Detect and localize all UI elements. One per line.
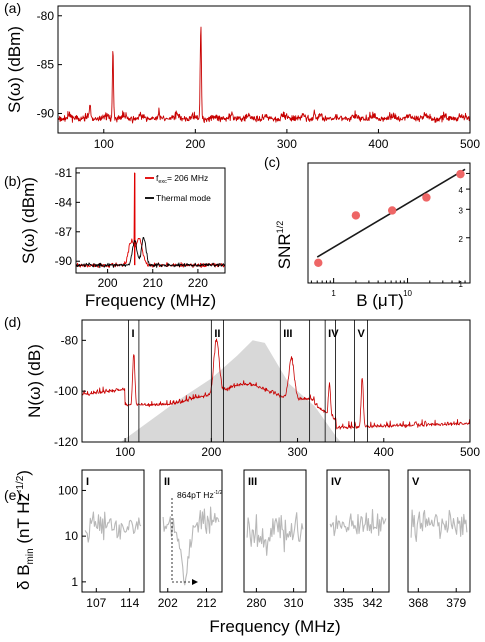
panel-b-ytick-label: -87 (55, 225, 73, 239)
panel-e-trace-IV (329, 508, 387, 537)
panel-b-red-trace (75, 172, 225, 269)
panel-a-ylabel: S(ω) (dBm) (5, 26, 24, 113)
panel-e-ytick-label: 1 (71, 575, 78, 589)
panel-a-xtick-label: 500 (460, 137, 480, 151)
panel-d-xtick-label: 300 (288, 445, 308, 459)
panel-d-label: (d) (4, 314, 21, 330)
panel-d-frame (81, 319, 471, 443)
panel-d-region-label: IV (328, 328, 339, 340)
panel-a-xtick-label: 200 (185, 137, 205, 151)
panel-d-region-label: III (283, 328, 292, 340)
panel-c-xlabel: B (μT) (356, 291, 404, 310)
panel-e-trace-III (246, 512, 304, 556)
panel-e-xlabel: Frequency (MHz) (209, 617, 340, 636)
panel-e-xtick-label: 212 (196, 596, 216, 610)
panel-e-subpanel-label: I (86, 476, 89, 488)
panel-c-label: (c) (264, 154, 280, 170)
panel-d-region-label: I (132, 328, 135, 340)
panel-e-frame-I (81, 469, 145, 593)
panel-c-point (351, 211, 361, 220)
panel-e-subpanel-label: II (164, 476, 170, 488)
panel-a-xtick-label: 300 (277, 137, 297, 151)
panel-d-envelope (120, 340, 341, 442)
panel-c-ytick-label: 1 (459, 280, 464, 289)
panel-e-subpanel-label: IV (331, 476, 342, 488)
panel-e-trace-V (410, 509, 468, 542)
panel-e-xtick-label: 280 (246, 596, 266, 610)
panel-d-region-label: V (357, 328, 365, 340)
panel-d-ylabel: N(ω) (dB) (25, 344, 44, 418)
panel-c-xtick-label: 10 (403, 289, 412, 298)
panel-c-ylabel: SNR1/2 (275, 221, 294, 269)
panel-b-ytick-label: -84 (55, 195, 73, 209)
panel-b-legend-red-label: fexc= 206 MHz (156, 173, 208, 185)
panel-a-label: (a) (4, 0, 21, 16)
panel-e-subpanel-label: III (248, 476, 257, 488)
panel-b-ytick-label: -90 (55, 254, 73, 268)
panel-e-frame-III (243, 469, 307, 593)
panel-c-point (456, 169, 465, 179)
panel-e-ylabel: δ Bmin (nT Hz-1/2) (14, 470, 36, 590)
panel-a-frame (57, 5, 471, 134)
panel-b-frame (75, 167, 226, 274)
panel-b-xtick-label: 220 (188, 276, 208, 290)
panel-a-trace (57, 26, 471, 124)
panel-c-ytick-label: 3 (459, 206, 464, 215)
panel-d-xtick-label: 500 (460, 445, 480, 459)
panel-b-xtick-label: 210 (143, 276, 163, 290)
panel-c-point (314, 258, 323, 268)
panel-e-xtick-label: 310 (284, 596, 304, 610)
panel-a-ytick-label: -80 (37, 9, 55, 23)
panel-c-ytick-label: 2 (459, 235, 464, 244)
panel-d-ytick-label: -80 (61, 333, 79, 347)
panel-e-ytick-label: 10 (65, 529, 79, 543)
panel-e-label: (e) (4, 487, 21, 503)
panel-e-subpanel-label: V (412, 476, 420, 488)
panel-e-frame-V (407, 469, 471, 593)
panel-d-region-label: II (214, 328, 220, 340)
panel-c-point (387, 206, 397, 215)
panel-e-xtick-label: 335 (334, 596, 354, 610)
panel-c-frame (307, 162, 471, 284)
panel-b-label: (b) (4, 173, 21, 189)
panel-d-ytick-label: -120 (54, 435, 78, 449)
panel-e-xtick-label: 342 (362, 596, 382, 610)
panel-d-xtick-label: 400 (374, 445, 394, 459)
panel-b-ytick-label: -81 (55, 166, 73, 180)
panel-c-point (422, 193, 431, 202)
panel-e-trace-II (162, 506, 220, 586)
panel-a-ytick-label: -85 (37, 58, 55, 72)
panel-e-frame-IV (326, 469, 390, 593)
panel-b-xtick-label: 200 (98, 276, 118, 290)
panel-e-annotation: 864pT Hz-1/2 (177, 490, 223, 500)
panel-e-xtick-label: 114 (120, 596, 139, 610)
panel-e-frame-II (159, 469, 223, 593)
panel-c-ytick-label: 4 (459, 186, 464, 195)
panel-b-legend-black-label: Thermal mode (156, 193, 211, 203)
panel-b-xlabel: Frequency (MHz) (85, 291, 216, 310)
panel-a-ytick-label: -90 (37, 106, 55, 120)
panel-e-ytick-label: 100 (58, 483, 78, 497)
panel-e-trace-I (84, 511, 142, 543)
panel-e-xtick-label: 107 (86, 596, 106, 610)
panel-d-xtick-label: 100 (115, 445, 135, 459)
panel-e-xtick-label: 379 (446, 596, 466, 610)
panel-a-xtick-label: 100 (94, 137, 114, 151)
panel-d-trace (81, 338, 471, 430)
panel-d-ytick-label: -100 (54, 384, 78, 398)
panel-a-xtick-label: 400 (368, 137, 388, 151)
panel-c-xtick-label: 1 (331, 289, 336, 298)
panel-b-thermal-trace (75, 236, 225, 269)
panel-b-ylabel: S(ω) (dBm) (19, 177, 38, 264)
panel-e-xtick-label: 202 (158, 596, 178, 610)
panel-d-xtick-label: 200 (201, 445, 221, 459)
panel-e-xtick-label: 368 (408, 596, 428, 610)
panel-e-annotation-arrowhead (192, 579, 198, 585)
